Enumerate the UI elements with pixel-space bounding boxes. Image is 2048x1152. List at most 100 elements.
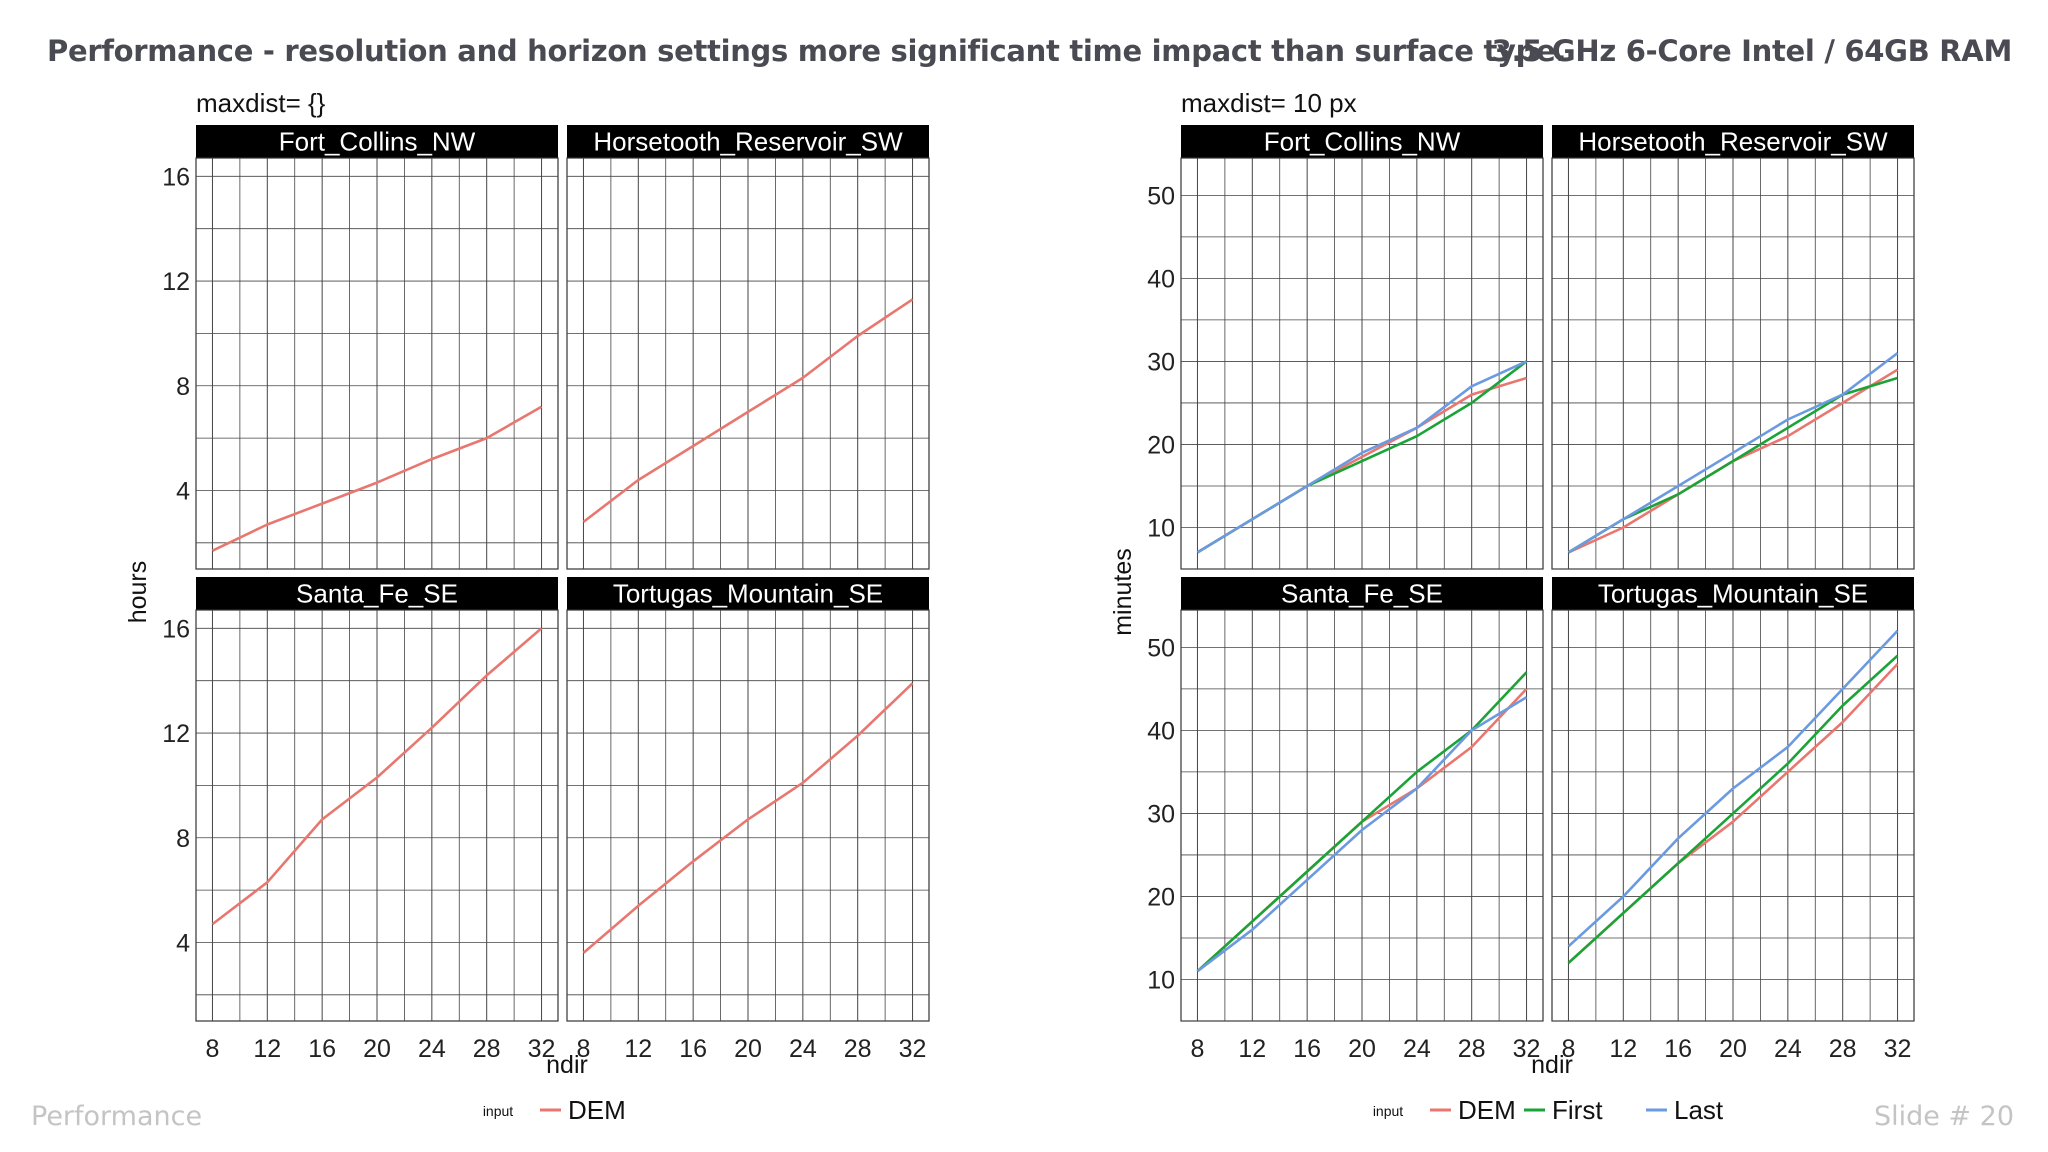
facet-strip bbox=[1181, 577, 1543, 610]
y-tick-label: 40 bbox=[1147, 717, 1175, 745]
x-tick-label: 12 bbox=[1238, 1035, 1266, 1063]
y-tick-label: 50 bbox=[1147, 182, 1175, 210]
facet-Tortugas_Mountain_SE: Tortugas_Mountain_SE 8 12 16 20 24 28 32 bbox=[566, 577, 930, 1063]
slide-number-label: Slide # bbox=[1873, 1101, 1972, 1132]
facet-strip-label: Santa_Fe_SE bbox=[296, 579, 458, 609]
y-tick-label: 20 bbox=[1147, 883, 1175, 911]
x-tick-label: 24 bbox=[418, 1035, 446, 1063]
legend: input DEM bbox=[483, 1095, 626, 1125]
facet-strip-label: Horsetooth_Reservoir_SW bbox=[1578, 127, 1888, 157]
x-tick-label: 32 bbox=[1513, 1035, 1541, 1063]
series-line-First bbox=[1567, 654, 1899, 964]
chart-title: maxdist= {} bbox=[196, 88, 326, 118]
footer-section-label: Performance bbox=[31, 1101, 203, 1132]
facet-strip bbox=[567, 125, 929, 158]
x-tick-label: 8 bbox=[577, 1035, 591, 1063]
x-tick-label: 24 bbox=[1403, 1035, 1431, 1063]
x-tick-label: 24 bbox=[1774, 1035, 1802, 1063]
facet-strip-label: Horsetooth_Reservoir_SW bbox=[593, 127, 903, 157]
series-line-Last bbox=[1567, 352, 1899, 554]
facet-strip bbox=[1552, 125, 1914, 158]
slide-number-value: 20 bbox=[1979, 1101, 2014, 1132]
x-tick-label: 12 bbox=[624, 1035, 652, 1063]
y-tick-label: 10 bbox=[1147, 966, 1175, 994]
facet-strip-label: Tortugas_Mountain_SE bbox=[1598, 579, 1868, 609]
hardware-spec: 3.5 GHz 6-Core Intel / 64GB RAM bbox=[1491, 34, 2013, 68]
facet-strip-label: Fort_Collins_NW bbox=[1264, 127, 1461, 157]
x-tick-label: 12 bbox=[1609, 1035, 1637, 1063]
facet-Santa_Fe_SE: Santa_Fe_SE 4 8 12 16 8 12 16 20 24 28 32 bbox=[162, 577, 559, 1063]
x-axis-label: ndir bbox=[546, 1051, 588, 1079]
x-tick-label: 12 bbox=[253, 1035, 281, 1063]
x-tick-label: 24 bbox=[789, 1035, 817, 1063]
x-tick-label: 8 bbox=[206, 1035, 220, 1063]
x-tick-label: 20 bbox=[1348, 1035, 1376, 1063]
series-line-DEM bbox=[582, 298, 914, 523]
legend-label-DEM: DEM bbox=[1458, 1095, 1516, 1125]
x-tick-label: 32 bbox=[899, 1035, 927, 1063]
x-tick-label: 20 bbox=[1719, 1035, 1747, 1063]
footer-slide-number: Slide # 20 bbox=[1874, 1101, 2014, 1132]
facet-Fort_Collins_NW: Fort_Collins_NW 4 8 12 16 bbox=[162, 125, 559, 570]
y-tick-label: 4 bbox=[176, 477, 190, 505]
facet-Horsetooth_Reservoir_SW: Horsetooth_Reservoir_SW bbox=[1551, 125, 1915, 570]
x-tick-label: 28 bbox=[1458, 1035, 1486, 1063]
series-line-DEM bbox=[582, 682, 914, 954]
facet-strip bbox=[567, 577, 929, 610]
x-tick-label: 20 bbox=[363, 1035, 391, 1063]
y-tick-label: 50 bbox=[1147, 634, 1175, 662]
x-tick-label: 20 bbox=[734, 1035, 762, 1063]
x-tick-label: 28 bbox=[1829, 1035, 1857, 1063]
x-tick-label: 28 bbox=[844, 1035, 872, 1063]
series-line-Last bbox=[1567, 629, 1899, 948]
facet-strip bbox=[196, 125, 558, 158]
x-tick-label: 8 bbox=[1562, 1035, 1576, 1063]
facet-strip bbox=[196, 577, 558, 610]
facet-Tortugas_Mountain_SE: Tortugas_Mountain_SE 8 12 16 20 24 28 32 bbox=[1551, 577, 1915, 1063]
series-line-DEM bbox=[211, 627, 543, 926]
y-tick-label: 16 bbox=[162, 163, 190, 191]
facet-Horsetooth_Reservoir_SW: Horsetooth_Reservoir_SW bbox=[566, 125, 930, 570]
y-tick-label: 16 bbox=[162, 615, 190, 643]
y-tick-label: 12 bbox=[162, 268, 190, 296]
facet-strip-label: Santa_Fe_SE bbox=[1281, 579, 1443, 609]
y-tick-label: 40 bbox=[1147, 265, 1175, 293]
x-axis-label: ndir bbox=[1531, 1051, 1573, 1079]
y-tick-label: 8 bbox=[176, 825, 190, 853]
facet-strip bbox=[1181, 125, 1543, 158]
y-tick-label: 8 bbox=[176, 373, 190, 401]
x-tick-label: 8 bbox=[1191, 1035, 1205, 1063]
y-tick-label: 20 bbox=[1147, 431, 1175, 459]
legend-label-Last: Last bbox=[1674, 1095, 1724, 1125]
legend-title: input bbox=[1373, 1103, 1403, 1119]
slide-title: Performance - resolution and horizon set… bbox=[47, 34, 1567, 68]
x-tick-label: 16 bbox=[308, 1035, 336, 1063]
x-tick-label: 16 bbox=[1664, 1035, 1692, 1063]
y-tick-label: 12 bbox=[162, 720, 190, 748]
x-tick-label: 32 bbox=[1884, 1035, 1912, 1063]
x-tick-label: 16 bbox=[1293, 1035, 1321, 1063]
y-axis-label: minutes bbox=[1109, 548, 1137, 636]
facet-strip-label: Tortugas_Mountain_SE bbox=[613, 579, 883, 609]
chart-1: maxdist= {} Fort_Collins_NW 4 8 12 16 Horsetoo… bbox=[124, 88, 930, 1125]
chart-title: maxdist= 10 px bbox=[1181, 88, 1357, 118]
series-line-Last bbox=[1196, 360, 1528, 554]
x-tick-label: 28 bbox=[473, 1035, 501, 1063]
facet-Santa_Fe_SE: Santa_Fe_SE 10 20 30 40 50 8 12 16 20 24 28 32 bbox=[1147, 577, 1544, 1063]
legend-title: input bbox=[483, 1103, 513, 1119]
x-tick-label: 32 bbox=[528, 1035, 556, 1063]
x-tick-label: 16 bbox=[679, 1035, 707, 1063]
chart-2: maxdist= 10 px Fort_Collins_NW 10 20 30 40 50 H… bbox=[1109, 88, 1915, 1125]
series-line-Last bbox=[1196, 696, 1528, 973]
facet-strip-label: Fort_Collins_NW bbox=[279, 127, 476, 157]
legend-label-DEM: DEM bbox=[568, 1095, 626, 1125]
facet-strip bbox=[1552, 577, 1914, 610]
y-tick-label: 10 bbox=[1147, 514, 1175, 542]
series-line-DEM bbox=[211, 405, 543, 552]
y-tick-label: 30 bbox=[1147, 800, 1175, 828]
legend-label-First: First bbox=[1552, 1095, 1603, 1125]
y-tick-label: 4 bbox=[176, 929, 190, 957]
y-axis-label: hours bbox=[124, 561, 152, 624]
legend: input DEM First Last bbox=[1373, 1095, 1724, 1125]
